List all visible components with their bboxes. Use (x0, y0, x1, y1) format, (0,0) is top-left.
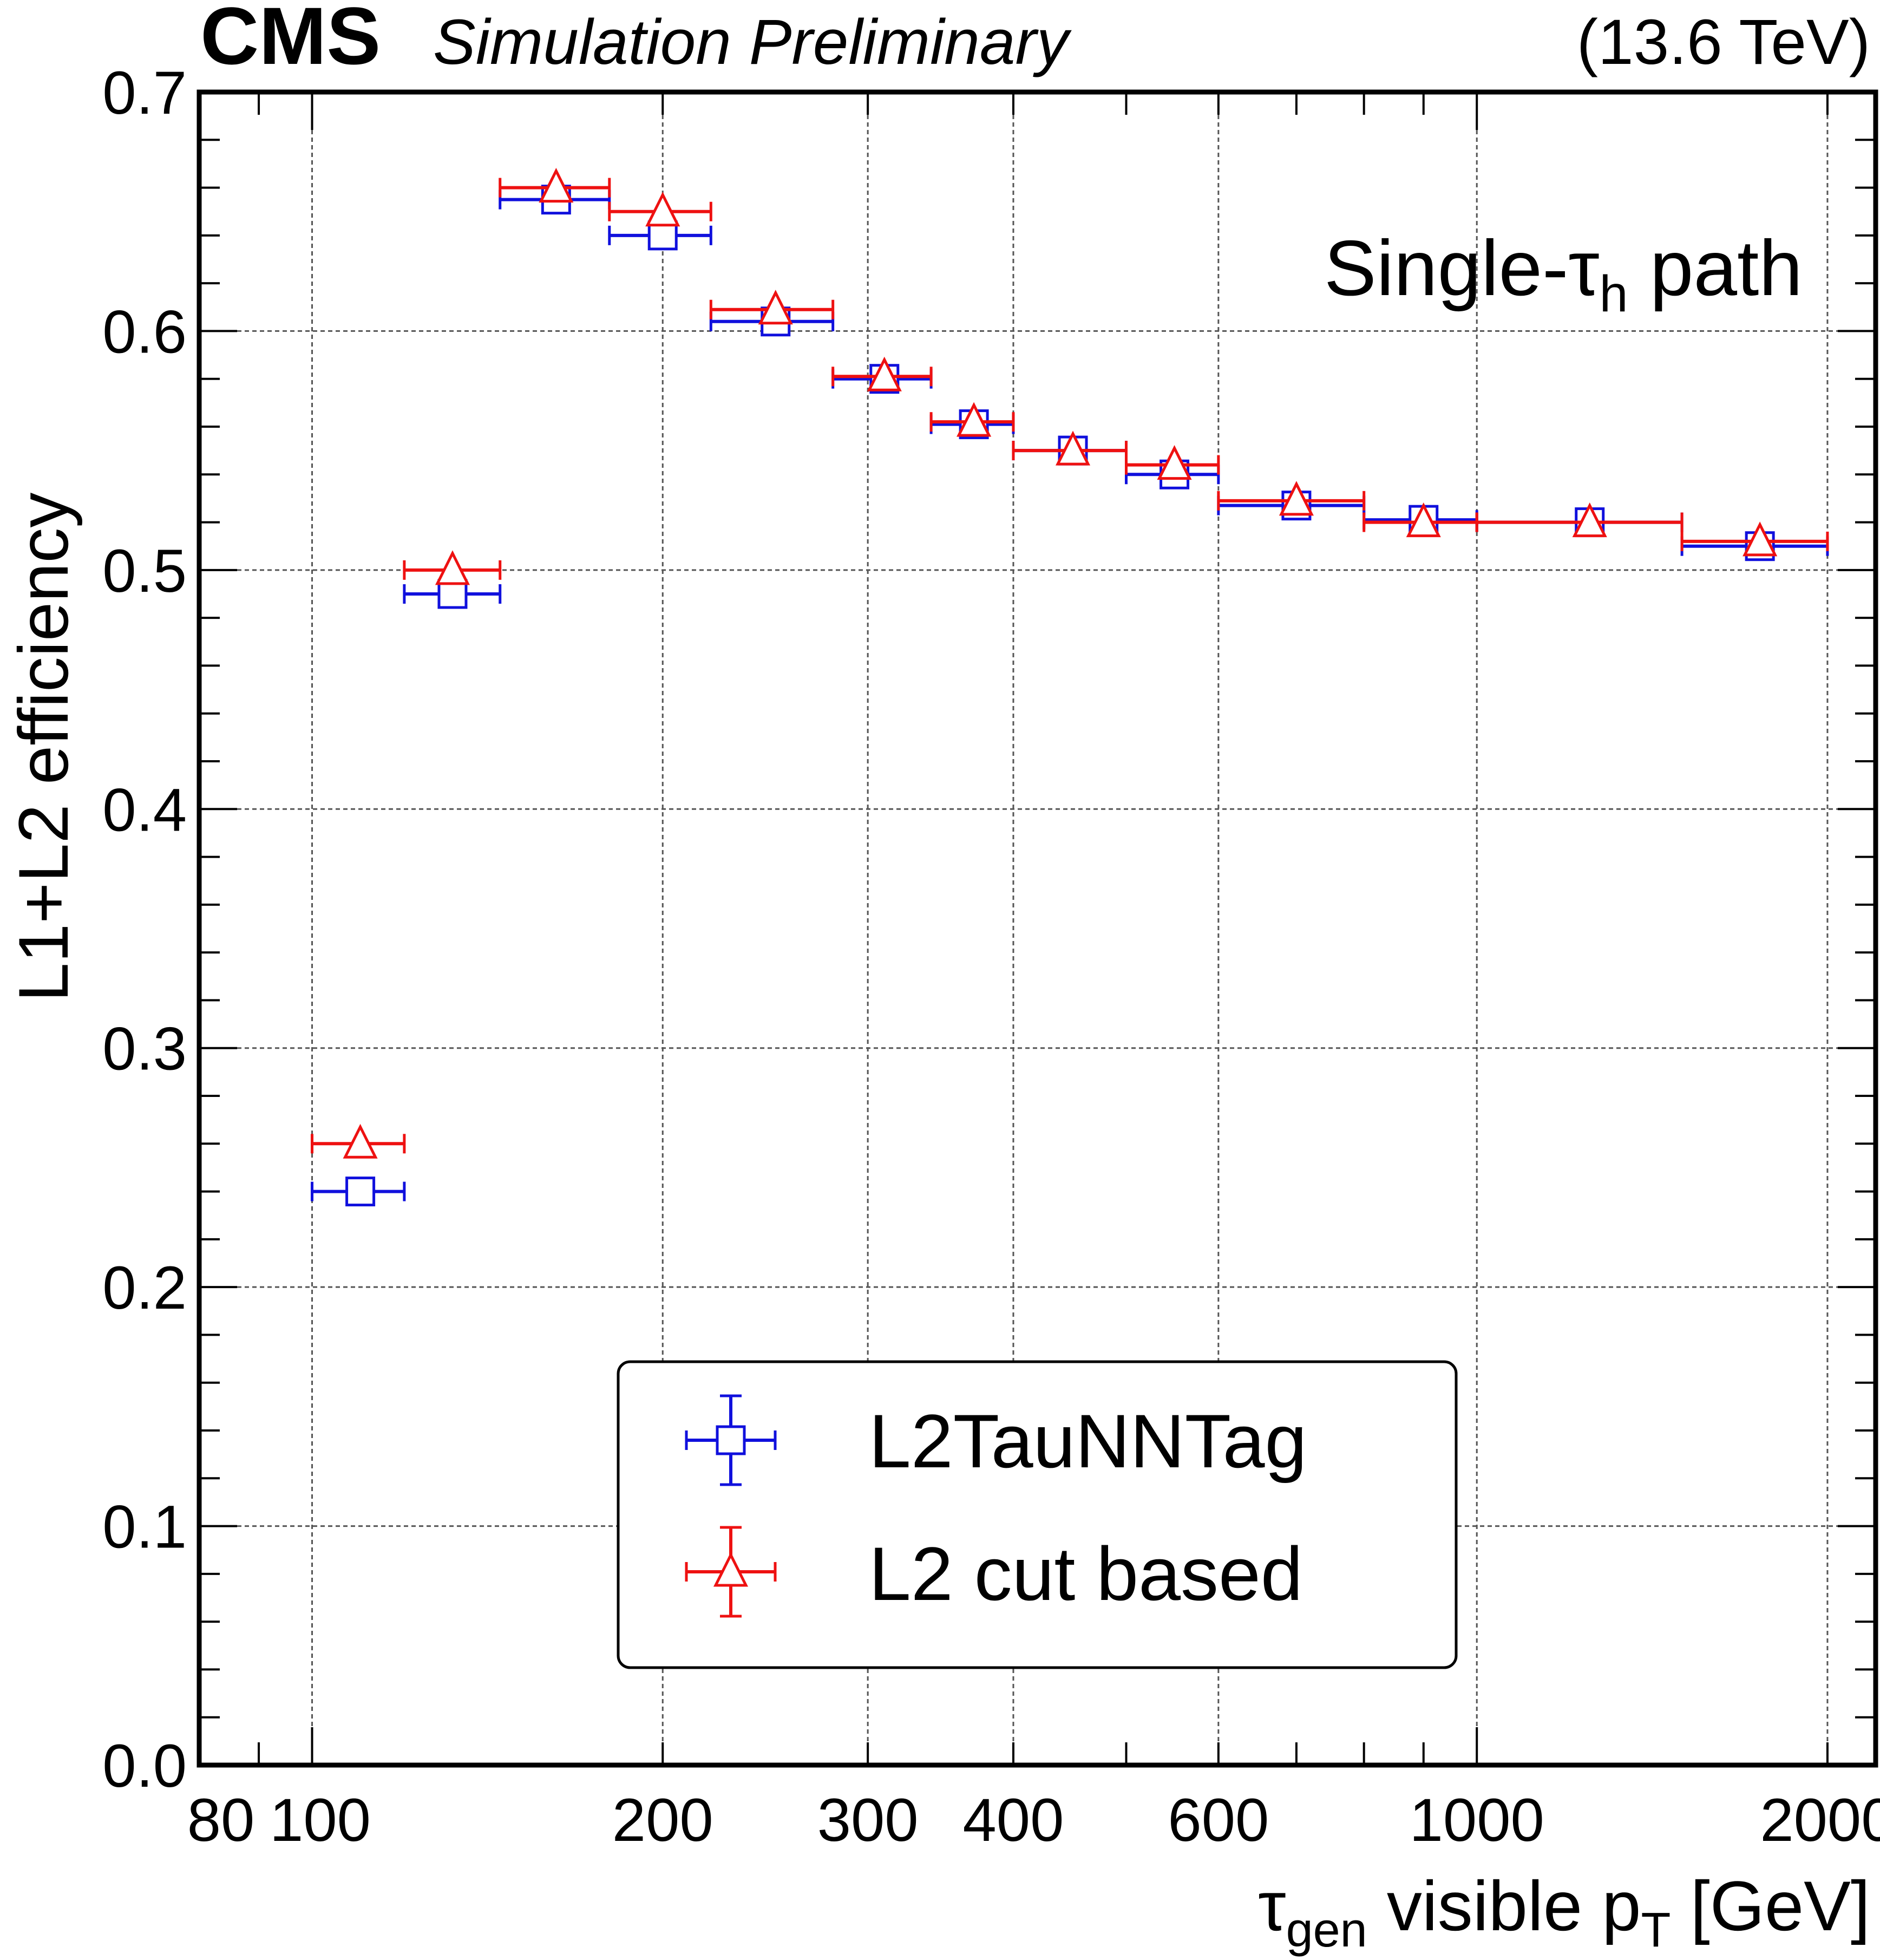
y-tick-label-0: 0.0 (102, 1732, 187, 1800)
point-1-1 (435, 550, 470, 585)
plot-frame (196, 89, 1878, 1768)
point-1-10 (1406, 502, 1441, 538)
x-axis-label-t: T (1641, 1903, 1671, 1957)
x-tick-label-0: 80 (187, 1786, 255, 1854)
point-1-11 (1572, 502, 1607, 538)
y-tick-label-5: 0.5 (102, 537, 187, 605)
y-tick-label-3: 0.3 (102, 1015, 187, 1083)
tick-layer (198, 91, 1876, 1766)
point-1-2 (539, 167, 574, 203)
point-1-0 (343, 1123, 378, 1159)
cms-label: CMS (200, 0, 381, 81)
x-tick-label-6: 1000 (1410, 1786, 1544, 1854)
annotation-subscript: h (1600, 265, 1628, 323)
x-axis-label-tau: τ (1258, 1866, 1286, 1945)
x-tick-label-1: 100 (270, 1786, 371, 1854)
simulation-preliminary-label: Simulation Preliminary (433, 6, 1072, 78)
point-0-0 (345, 1177, 376, 1207)
y-tick-label-1: 0.1 (102, 1493, 187, 1561)
point-1-7 (1055, 430, 1091, 466)
series-0 (311, 185, 1829, 1207)
y-tick-label-7: 0.7 (102, 59, 187, 127)
point-1-3 (645, 192, 680, 227)
point-1-6 (957, 402, 992, 437)
x-tick-labels: 80 100 200 300 400 600 1000 2000 (187, 1786, 1880, 1854)
legend-markers (685, 1394, 777, 1618)
legend-marker-1 (713, 1552, 749, 1587)
x-tick-label-4: 400 (963, 1786, 1064, 1854)
legend-box (617, 1360, 1458, 1669)
point-1-5 (867, 356, 902, 391)
series-layer (311, 167, 1829, 1207)
x-axis-label-mid: visible p (1367, 1866, 1641, 1945)
series-1 (311, 167, 1829, 1159)
legend-label-l2-cut-based: L2 cut based (869, 1531, 1303, 1616)
point-1-4 (758, 290, 793, 325)
x-tick-label-5: 600 (1168, 1786, 1269, 1854)
point-1-9 (1279, 481, 1314, 516)
y-tick-label-6: 0.6 (102, 298, 187, 365)
x-axis-label-unit: [GeV] (1671, 1866, 1870, 1945)
annotation-prefix: Single-τ (1324, 224, 1600, 312)
x-axis-label: τgen visible pT [GeV] (1258, 1866, 1870, 1957)
grid-layer (199, 92, 1876, 1765)
legend-marker-0 (716, 1425, 746, 1455)
single-tau-annotation: Single-τh path (1324, 224, 1803, 323)
y-axis-label: L1+L2 efficiency (4, 493, 83, 1002)
point-1-12 (1743, 521, 1778, 557)
y-tick-labels: 0.0 0.1 0.2 0.3 0.4 0.5 0.6 0.7 (102, 59, 187, 1800)
annotation-suffix: path (1628, 224, 1803, 312)
point-1-8 (1157, 445, 1192, 480)
legend: L2TauNNTag L2 cut based (617, 1360, 1458, 1669)
x-tick-label-2: 200 (612, 1786, 713, 1854)
legend-label-l2taunntag: L2TauNNTag (869, 1399, 1307, 1484)
x-tick-label-7: 2000 (1760, 1786, 1880, 1854)
x-tick-label-3: 300 (817, 1786, 919, 1854)
y-tick-label-2: 0.2 (102, 1254, 187, 1322)
y-tick-label-4: 0.4 (102, 776, 187, 844)
energy-label: (13.6 TeV) (1577, 6, 1870, 78)
x-axis-label-gen: gen (1286, 1903, 1367, 1957)
